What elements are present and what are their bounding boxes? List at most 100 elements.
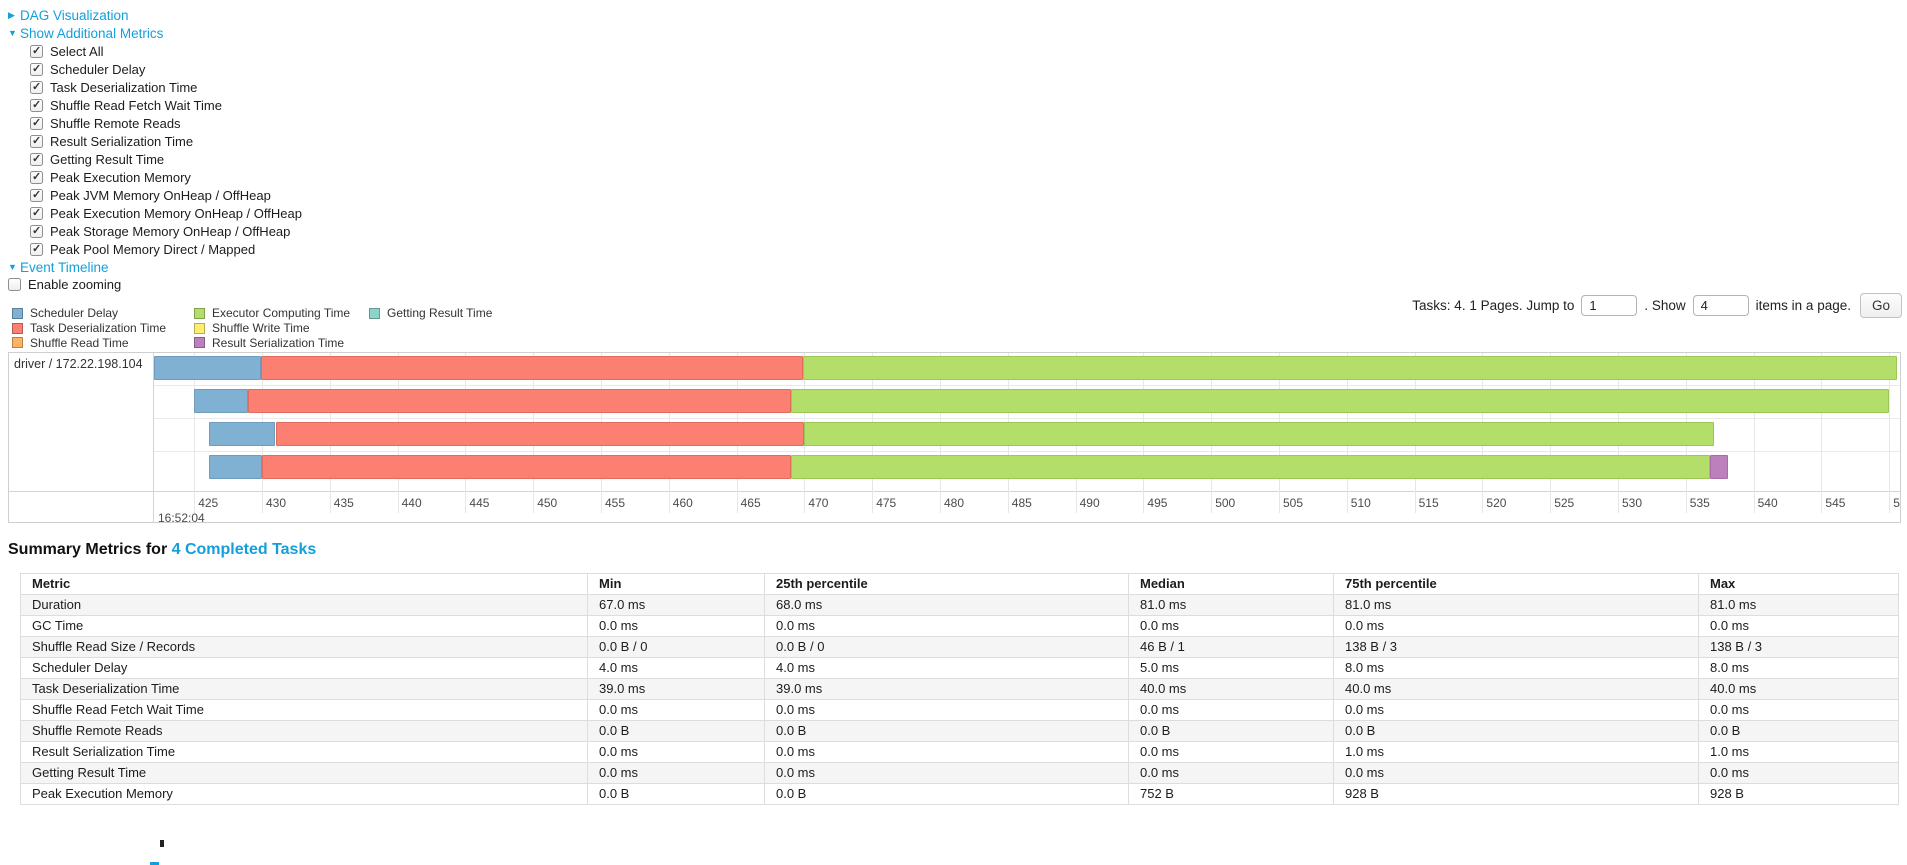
axis-tick-label: 440 <box>401 496 422 510</box>
legend-label: Executor Computing Time <box>212 306 351 321</box>
metric-checkbox[interactable] <box>30 116 43 130</box>
metric-checkbox-label: Shuffle Read Fetch Wait Time <box>50 97 222 113</box>
metric-checkbox-label: Result Serialization Time <box>50 133 194 149</box>
axis-tick-label: 540 <box>1757 496 1778 510</box>
metric-checkbox[interactable] <box>30 152 43 166</box>
metric-checkbox-label: Peak Pool Memory Direct / Mapped <box>50 241 256 257</box>
metric-checkbox[interactable] <box>30 44 43 58</box>
metric-checkbox[interactable] <box>30 134 43 148</box>
table-cell: Result Serialization Time <box>20 741 588 763</box>
axis-tick-label: 430 <box>266 496 287 510</box>
metric-checkbox-label: Peak Execution Memory <box>50 169 191 185</box>
legend-swatch-icon <box>12 337 23 349</box>
task-bar-segment-task-deserialization[interactable] <box>262 455 791 479</box>
axis-tick-label: 520 <box>1486 496 1507 510</box>
axis-tick-label: 480 <box>944 496 965 510</box>
metric-checkbox[interactable] <box>30 206 43 220</box>
table-header-cell: Max <box>1698 573 1899 595</box>
task-bar-segment-executor-computing[interactable] <box>790 389 1890 413</box>
metric-checkbox[interactable] <box>30 242 43 256</box>
table-cell: 0.0 ms <box>1128 699 1334 721</box>
table-cell: 138 B / 3 <box>1333 636 1699 658</box>
legend-column: Getting Result Time <box>369 306 492 321</box>
section-event-timeline[interactable]: ▼ Event Timeline <box>8 258 528 276</box>
expanded-arrow-icon: ▼ <box>8 262 17 272</box>
task-bar-segment-executor-computing[interactable] <box>790 455 1711 479</box>
show-additional-metrics-label: Show Additional Metrics <box>20 25 164 41</box>
metric-checkbox-row: Result Serialization Time <box>8 132 528 150</box>
table-cell: 0.0 ms <box>764 699 1129 721</box>
axis-tick-label: 485 <box>1011 496 1032 510</box>
timeline-gridline <box>1753 353 1755 513</box>
enable-zooming-label: Enable zooming <box>28 277 122 292</box>
legend-label: Task Deserialization Time <box>30 321 167 336</box>
task-bar-segment-executor-computing[interactable] <box>803 356 1898 380</box>
task-bar-segment-scheduler-delay[interactable] <box>209 455 262 479</box>
task-bar-segment-executor-computing[interactable] <box>804 422 1715 446</box>
table-cell: 81.0 ms <box>1698 594 1899 616</box>
table-cell: 67.0 ms <box>587 594 765 616</box>
table-cell: 0.0 B <box>764 720 1129 742</box>
stage-controls: ▶ DAG Visualization ▼ Show Additional Me… <box>8 6 528 293</box>
legend-column: Executor Computing Time Shuffle Write Tim… <box>194 306 350 350</box>
table-cell: 0.0 ms <box>1698 762 1899 784</box>
table-header-cell: Median <box>1128 573 1334 595</box>
task-bar-segment-task-deserialization[interactable] <box>260 356 803 380</box>
axis-tick-label: 500 <box>1215 496 1236 510</box>
completed-tasks-link[interactable]: 4 Completed Tasks <box>171 541 317 558</box>
task-bar-segment-result-serialization[interactable] <box>1710 455 1728 479</box>
table-header-cell: Min <box>587 573 765 595</box>
task-bar-segment-task-deserialization[interactable] <box>248 389 791 413</box>
table-header-cell: 75th percentile <box>1333 573 1699 595</box>
metric-checkbox-row: Task Deserialization Time <box>8 78 528 96</box>
legend-item: Task Deserialization Time <box>12 321 166 336</box>
table-cell: 4.0 ms <box>764 657 1129 679</box>
axis-tick-label: 545 <box>1825 496 1846 510</box>
table-row: Getting Result Time 0.0 ms 0.0 ms 0.0 ms 0.0… <box>20 762 1899 784</box>
metric-checkbox[interactable] <box>30 80 43 94</box>
axis-tick-label: 515 <box>1418 496 1439 510</box>
go-button[interactable]: Go <box>1859 293 1902 318</box>
task-pagination: Tasks: 4. 1 Pages. Jump to . Show items … <box>1412 293 1902 318</box>
legend-swatch-icon <box>194 337 205 349</box>
section-dag-visualization[interactable]: ▶ DAG Visualization <box>8 6 528 24</box>
table-cell: 1.0 ms <box>1698 741 1899 763</box>
event-timeline-label: Event Timeline <box>20 259 109 275</box>
task-bar-segment-scheduler-delay[interactable] <box>209 422 276 446</box>
metric-checkbox[interactable] <box>30 98 43 112</box>
table-row: Shuffle Read Size / Records 0.0 B / 0 0.0 … <box>20 636 1899 658</box>
table-cell: 8.0 ms <box>1333 657 1699 679</box>
table-cell: 0.0 B <box>1333 720 1699 742</box>
section-show-additional-metrics[interactable]: ▼ Show Additional Metrics <box>8 24 528 42</box>
table-row: Result Serialization Time 0.0 ms 0.0 ms 0.0… <box>20 741 1899 763</box>
table-row: Scheduler Delay 4.0 ms 4.0 ms 5.0 ms 8.0 ms 8… <box>20 657 1899 679</box>
table-row: Shuffle Read Fetch Wait Time 0.0 ms 0.0 ms… <box>20 699 1899 721</box>
enable-zooming-checkbox[interactable] <box>8 278 21 291</box>
table-cell: 0.0 ms <box>764 615 1129 637</box>
table-cell: Shuffle Remote Reads <box>20 720 588 742</box>
task-bar-segment-task-deserialization[interactable] <box>275 422 805 446</box>
items-per-page-input[interactable] <box>1692 295 1749 316</box>
metric-checkbox[interactable] <box>30 170 43 184</box>
table-cell: 1.0 ms <box>1333 741 1699 763</box>
table-cell: 928 B <box>1333 783 1699 805</box>
table-cell: 0.0 B <box>764 783 1129 805</box>
table-cell: Getting Result Time <box>20 762 588 784</box>
table-cell: 0.0 ms <box>587 615 765 637</box>
metric-checkbox[interactable] <box>30 188 43 202</box>
table-cell: 0.0 ms <box>1333 762 1699 784</box>
metric-checkbox[interactable] <box>30 224 43 238</box>
table-row: Task Deserialization Time 39.0 ms 39.0 ms 4… <box>20 678 1899 700</box>
table-cell: 0.0 ms <box>1128 615 1334 637</box>
table-cell: 46 B / 1 <box>1128 636 1334 658</box>
task-bar-segment-scheduler-delay[interactable] <box>194 389 249 413</box>
axis-tick-label: 510 <box>1350 496 1371 510</box>
task-bar-segment-scheduler-delay[interactable] <box>153 356 261 380</box>
timeline-axis-line <box>9 491 1900 492</box>
axis-tick-label: 450 <box>537 496 558 510</box>
table-cell: 39.0 ms <box>587 678 765 700</box>
table-cell: Duration <box>20 594 588 616</box>
jump-to-page-input[interactable] <box>1581 295 1638 316</box>
metric-checkbox[interactable] <box>30 62 43 76</box>
